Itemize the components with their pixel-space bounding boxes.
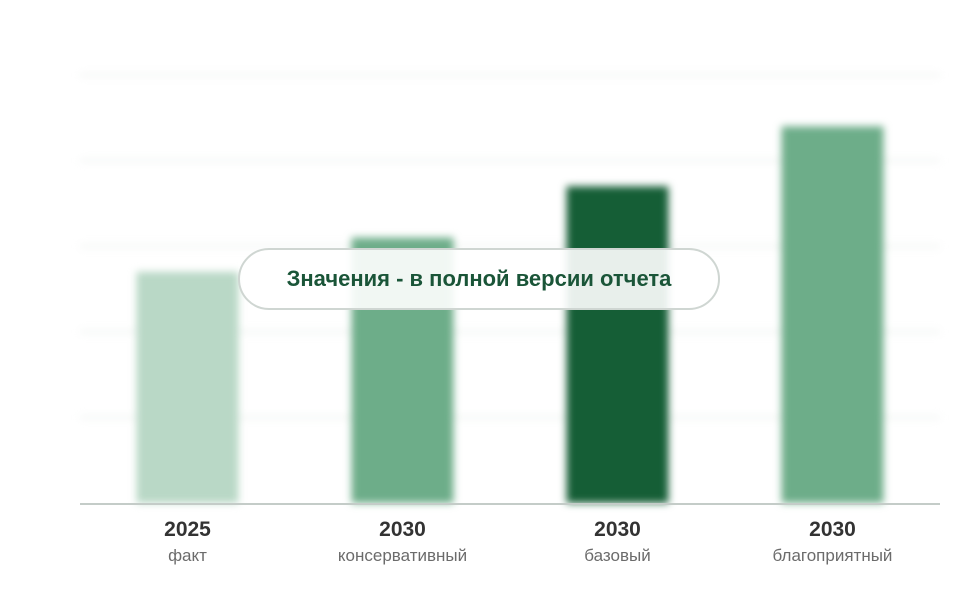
x-tick-year: 2025 <box>164 518 211 541</box>
bar-0 <box>136 271 239 503</box>
x-tick-label-2: 2030 базовый <box>518 518 718 568</box>
x-tick-year: 2030 <box>809 518 856 541</box>
x-tick-label-3: 2030 благоприятный <box>733 518 933 568</box>
x-tick-scenario: факт <box>168 546 207 565</box>
report-note-banner: Значения - в полной версии отчета <box>238 248 720 310</box>
bar-2 <box>566 186 669 503</box>
x-tick-scenario: благоприятный <box>772 546 893 565</box>
x-tick-scenario: базовый <box>584 546 651 565</box>
x-tick-year: 2030 <box>379 518 426 541</box>
x-tick-label-1: 2030 консервативный <box>303 518 503 568</box>
x-tick-year: 2030 <box>594 518 641 541</box>
bar-3 <box>781 126 884 504</box>
x-tick-label-0: 2025 факт <box>88 518 288 568</box>
x-tick-scenario: консервативный <box>337 546 468 565</box>
